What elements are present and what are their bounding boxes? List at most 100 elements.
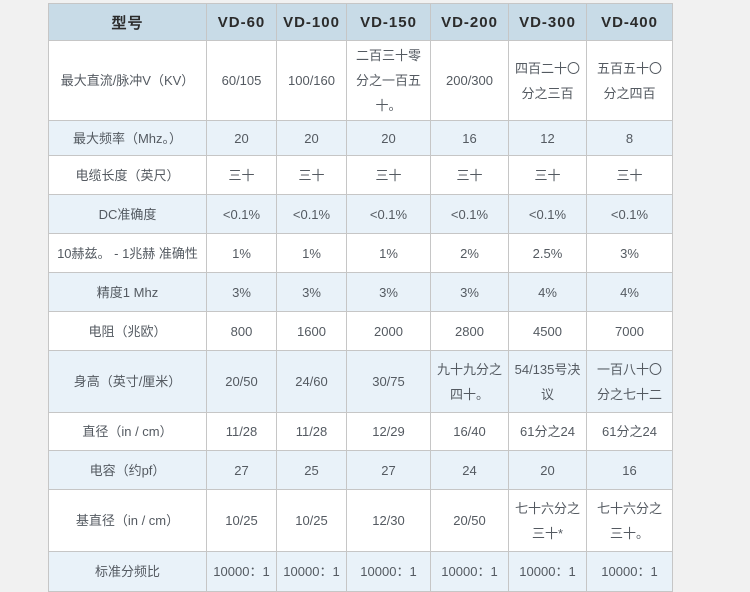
row-label: 最大直流/脉冲V（KV） — [48, 40, 207, 121]
spec-cell: <0.1% — [206, 194, 277, 234]
row-label: 电阻（兆欧） — [48, 311, 207, 351]
table-row: 直径（in / cm） 11/28 11/28 12/29 16/40 61分之… — [48, 412, 673, 451]
spec-cell: 10000：1 — [206, 551, 277, 592]
spec-cell: 四百二十〇分之三百 — [508, 40, 587, 121]
spec-cell: 16 — [586, 450, 673, 490]
row-label: DC准确度 — [48, 194, 207, 234]
spec-cell: 12/30 — [346, 489, 431, 552]
row-label: 最大频率（Mhz。） — [48, 120, 207, 156]
spec-cell: 11/28 — [276, 412, 347, 451]
table-row: 基直径（in / cm） 10/25 10/25 12/30 20/50 七十六… — [48, 489, 673, 552]
spec-cell: 20/50 — [206, 350, 277, 413]
spec-cell: 16 — [430, 120, 509, 156]
spec-cell: 二百三十零分之一百五十。 — [346, 40, 431, 121]
spec-cell: 3% — [586, 233, 673, 273]
row-label: 身高（英寸/厘米） — [48, 350, 207, 413]
row-label: 10赫兹。 - 1兆赫 准确性 — [48, 233, 207, 273]
header-row: 型号 VD-60 VD-100 VD-150 VD-200 VD-300 VD-… — [48, 3, 673, 41]
spec-cell: 2000 — [346, 311, 431, 351]
spec-cell: 三十 — [276, 155, 347, 195]
spec-cell: 2800 — [430, 311, 509, 351]
spec-cell: 3% — [276, 272, 347, 312]
spec-cell: 1% — [206, 233, 277, 273]
spec-cell: 五百五十〇分之四百 — [586, 40, 673, 121]
spec-cell: 61分之24 — [508, 412, 587, 451]
spec-cell: 一百八十〇分之七十二 — [586, 350, 673, 413]
spec-cell: 60/105 — [206, 40, 277, 121]
spec-cell: 三十 — [206, 155, 277, 195]
spec-cell: 24/60 — [276, 350, 347, 413]
column-header-vd300: VD-300 — [508, 3, 587, 41]
row-label: 电容（约pf） — [48, 450, 207, 490]
spec-cell: 800 — [206, 311, 277, 351]
table-row: 精度1 Mhz 3% 3% 3% 3% 4% 4% — [48, 272, 673, 312]
spec-cell: 4% — [586, 272, 673, 312]
spec-table-container: 型号 VD-60 VD-100 VD-150 VD-200 VD-300 VD-… — [48, 3, 673, 592]
spec-cell: <0.1% — [586, 194, 673, 234]
spec-cell: 三十 — [430, 155, 509, 195]
spec-cell: 7000 — [586, 311, 673, 351]
spec-cell: 3% — [206, 272, 277, 312]
table-row: 最大频率（Mhz。） 20 20 20 16 12 8 — [48, 120, 673, 156]
spec-cell: 三十 — [508, 155, 587, 195]
row-label: 基直径（in / cm） — [48, 489, 207, 552]
table-row: 标准分频比 10000：1 10000：1 10000：1 10000：1 10… — [48, 551, 673, 592]
table-row: DC准确度 <0.1% <0.1% <0.1% <0.1% <0.1% <0.1… — [48, 194, 673, 234]
row-label: 电缆长度（英尺） — [48, 155, 207, 195]
spec-cell: 11/28 — [206, 412, 277, 451]
table-row: 10赫兹。 - 1兆赫 准确性 1% 1% 1% 2% 2.5% 3% — [48, 233, 673, 273]
spec-cell: 3% — [430, 272, 509, 312]
row-label: 标准分频比 — [48, 551, 207, 592]
row-label: 精度1 Mhz — [48, 272, 207, 312]
spec-cell: 61分之24 — [586, 412, 673, 451]
spec-cell: 10/25 — [276, 489, 347, 552]
spec-cell: 3% — [346, 272, 431, 312]
spec-cell: 20 — [346, 120, 431, 156]
spec-cell: 12 — [508, 120, 587, 156]
spec-table: 型号 VD-60 VD-100 VD-150 VD-200 VD-300 VD-… — [48, 3, 673, 592]
spec-cell: 16/40 — [430, 412, 509, 451]
row-label: 直径（in / cm） — [48, 412, 207, 451]
spec-cell: 25 — [276, 450, 347, 490]
spec-cell: 三十 — [346, 155, 431, 195]
spec-cell: 10000：1 — [430, 551, 509, 592]
spec-cell: 27 — [346, 450, 431, 490]
table-row: 身高（英寸/厘米） 20/50 24/60 30/75 九十九分之四十。 54/… — [48, 350, 673, 413]
spec-cell: 4% — [508, 272, 587, 312]
spec-cell: <0.1% — [508, 194, 587, 234]
spec-cell: 8 — [586, 120, 673, 156]
table-row: 电缆长度（英尺） 三十 三十 三十 三十 三十 三十 — [48, 155, 673, 195]
spec-cell: 10000：1 — [508, 551, 587, 592]
spec-cell: 九十九分之四十。 — [430, 350, 509, 413]
spec-cell: 20 — [206, 120, 277, 156]
spec-cell: 10000：1 — [346, 551, 431, 592]
spec-cell: 27 — [206, 450, 277, 490]
spec-cell: 24 — [430, 450, 509, 490]
column-header-vd400: VD-400 — [586, 3, 673, 41]
column-header-vd200: VD-200 — [430, 3, 509, 41]
spec-cell: 200/300 — [430, 40, 509, 121]
spec-cell: 10000：1 — [586, 551, 673, 592]
spec-cell: 10/25 — [206, 489, 277, 552]
spec-cell: 2% — [430, 233, 509, 273]
spec-cell: 三十 — [586, 155, 673, 195]
spec-cell: 12/29 — [346, 412, 431, 451]
spec-cell: 20/50 — [430, 489, 509, 552]
column-header-vd150: VD-150 — [346, 3, 431, 41]
spec-cell: 20 — [276, 120, 347, 156]
column-header-model: 型号 — [48, 3, 207, 41]
column-header-vd100: VD-100 — [276, 3, 347, 41]
table-row: 电容（约pf） 27 25 27 24 20 16 — [48, 450, 673, 490]
spec-cell: 100/160 — [276, 40, 347, 121]
spec-cell: 1% — [276, 233, 347, 273]
table-row: 电阻（兆欧） 800 1600 2000 2800 4500 7000 — [48, 311, 673, 351]
spec-cell: 54/135号决议 — [508, 350, 587, 413]
spec-cell: 20 — [508, 450, 587, 490]
spec-cell: 10000：1 — [276, 551, 347, 592]
table-row: 最大直流/脉冲V（KV） 60/105 100/160 二百三十零分之一百五十。… — [48, 40, 673, 121]
spec-cell: 1% — [346, 233, 431, 273]
spec-cell: 30/75 — [346, 350, 431, 413]
column-header-vd60: VD-60 — [206, 3, 277, 41]
spec-cell: <0.1% — [276, 194, 347, 234]
spec-cell: <0.1% — [346, 194, 431, 234]
